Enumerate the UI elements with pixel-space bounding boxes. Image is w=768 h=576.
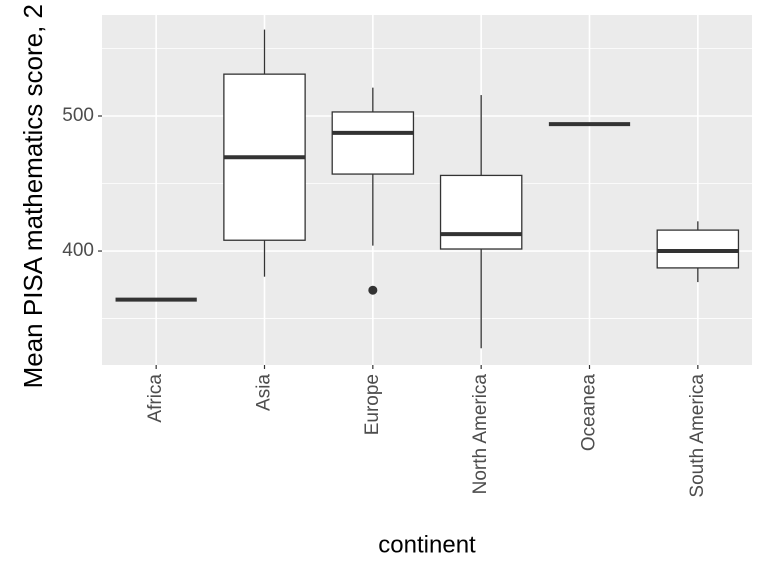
y-tick-label: 400 — [62, 240, 94, 261]
panel-background — [102, 15, 752, 365]
box — [331, 111, 415, 175]
y-tick-label: 500 — [62, 105, 94, 126]
box — [439, 174, 523, 250]
x-tick-label: Asia — [254, 374, 275, 411]
x-tick-label: Europe — [362, 374, 383, 435]
outlier — [368, 285, 378, 295]
x-tick-label: Oceanea — [579, 374, 600, 452]
box — [656, 229, 740, 269]
y-axis-title: Mean PISA mathematics score, 2 — [18, 4, 48, 388]
marks — [115, 29, 740, 349]
x-tick-label: North America — [470, 374, 491, 495]
x-tick-label: Africa — [145, 374, 166, 423]
x-tick-label: South America — [687, 374, 708, 498]
x-axis-title: continent — [378, 531, 476, 558]
